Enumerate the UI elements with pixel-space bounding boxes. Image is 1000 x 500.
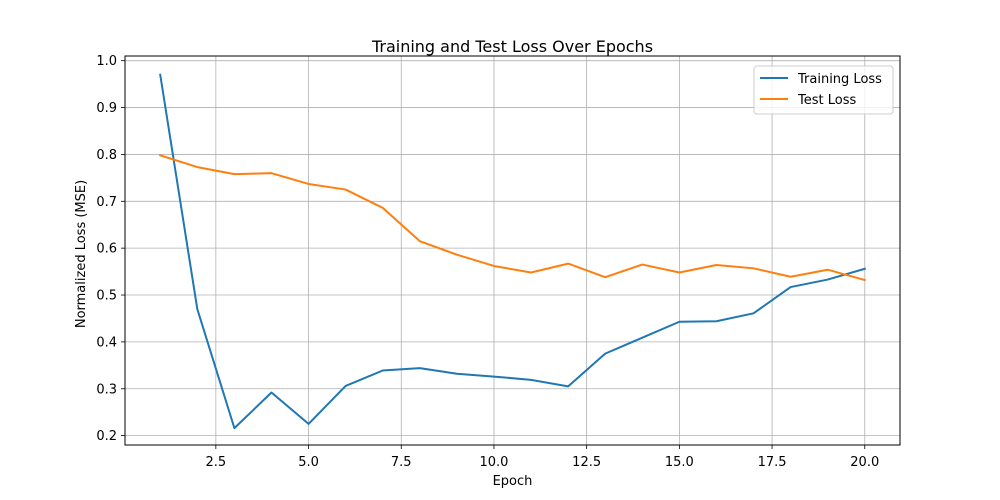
- x-tick-label: 5.0: [298, 455, 319, 470]
- y-tick-label: 0.2: [96, 429, 117, 444]
- y-tick-label: 0.8: [96, 148, 117, 163]
- chart-title: Training and Test Loss Over Epochs: [371, 37, 653, 56]
- y-tick-label: 0.5: [96, 289, 117, 304]
- y-tick-label: 0.7: [96, 195, 117, 210]
- x-tick-label: 20.0: [850, 455, 879, 470]
- x-tick-label: 12.5: [572, 455, 601, 470]
- y-axis-label: Normalized Loss (MSE): [74, 180, 89, 328]
- y-axis-ticks: 0.2 0.3 0.4 0.5 0.6 0.7 0.8 0.9 1.0: [96, 54, 125, 444]
- x-tick-label: 15.0: [665, 455, 694, 470]
- x-axis-ticks: 2.5 5.0 7.5 10.0 12.5 15.0 17.5 20.0: [206, 445, 879, 470]
- y-tick-label: 1.0: [96, 54, 117, 69]
- x-tick-label: 2.5: [206, 455, 227, 470]
- plot-frame: [124, 55, 901, 446]
- series-line-test-loss: [158, 154, 867, 282]
- grid-lines: [125, 56, 900, 445]
- x-tick-label: 17.5: [758, 455, 787, 470]
- y-tick-label: 0.3: [96, 382, 117, 397]
- x-tick-label: 10.0: [479, 455, 508, 470]
- legend-label-test-loss: Test Loss: [797, 93, 856, 108]
- legend-label-training-loss: Training Loss: [797, 72, 882, 87]
- y-tick-label: 0.4: [96, 335, 117, 350]
- x-tick-label: 7.5: [391, 455, 412, 470]
- legend: Training Loss Test Loss: [753, 65, 894, 115]
- y-tick-label: 0.6: [96, 242, 117, 257]
- y-tick-label: 0.9: [96, 101, 117, 116]
- series-line-training-loss: [159, 73, 867, 430]
- x-axis-label: Epoch: [493, 474, 533, 489]
- legend-box: [753, 65, 894, 115]
- series-layer: [158, 73, 867, 430]
